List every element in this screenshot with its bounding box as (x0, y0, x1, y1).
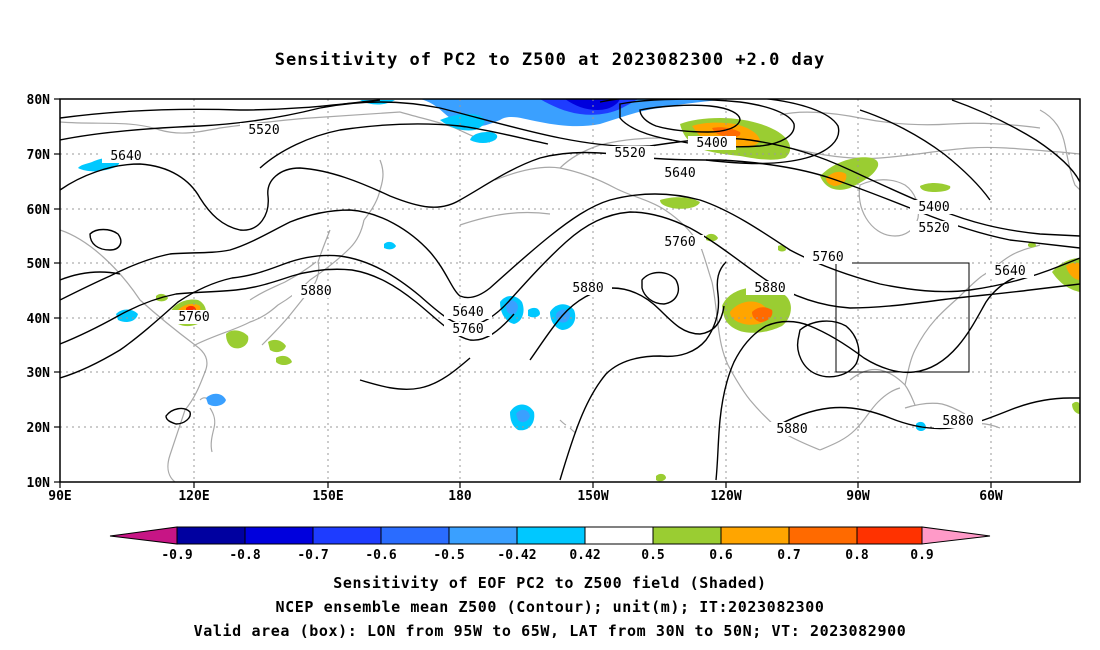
colorbar-tick: -0.7 (297, 548, 328, 563)
contour-label: 5640 (664, 166, 695, 181)
contour-label: 5760 (812, 250, 843, 265)
lat-label: 10N (27, 476, 51, 491)
contour-label: 5760 (178, 310, 209, 325)
valid-area-box (835, 262, 970, 373)
lat-label: 20N (27, 421, 51, 436)
colorbar-tick: -0.42 (497, 548, 536, 563)
colorbar-left-arrow (109, 526, 178, 545)
z500-contours (60, 99, 1080, 481)
lon-label: 120W (710, 489, 741, 504)
colorbar-tick: -0.5 (433, 548, 464, 563)
contour-label: 5520 (248, 123, 279, 138)
contour-label: 5880 (572, 281, 603, 296)
lon-label: 90E (48, 489, 71, 504)
colorbar-bin (652, 526, 722, 545)
coastlines (60, 109, 1080, 482)
lat-label: 30N (27, 366, 51, 381)
colorbar-bin (856, 526, 923, 545)
contour-label: 5880 (942, 414, 973, 429)
colorbar-tick: 0.7 (777, 548, 800, 563)
contour-label: 5760 (452, 322, 483, 337)
colorbar-right-arrow (921, 526, 991, 545)
lat-label: 60N (27, 203, 51, 218)
contour-label: 5760 (664, 235, 695, 250)
caption-line-3: Valid area (box): LON from 95W to 65W, L… (193, 622, 907, 640)
contour-label: 5640 (994, 264, 1025, 279)
caption-line-1: Sensitivity of EOF PC2 to Z500 field (Sh… (333, 574, 767, 592)
lat-label: 80N (27, 93, 51, 108)
lon-label: 60W (979, 489, 1003, 504)
contour-label: 5880 (754, 281, 785, 296)
contour-label: 5880 (776, 422, 807, 437)
colorbar-bin (788, 526, 858, 545)
colorbar-bin (380, 526, 450, 545)
colorbar-bin (516, 526, 586, 545)
colorbar-bin (312, 526, 382, 545)
contour-label: 5640 (452, 305, 483, 320)
plot-title: Sensitivity of PC2 to Z500 at 2023082300… (274, 50, 826, 70)
colorbar-labels: -0.9 -0.8 -0.7 -0.6 -0.5 -0.42 0.42 0.5 … (161, 548, 933, 563)
colorbar-tick: 0.8 (845, 548, 869, 563)
contour-label: 5400 (918, 200, 949, 215)
colorbar-tick: 0.6 (709, 548, 733, 563)
lat-label: 40N (27, 312, 51, 327)
colorbar-tick: 0.5 (641, 548, 664, 563)
colorbar-bin (584, 526, 654, 545)
lat-label: 50N (27, 257, 51, 272)
contour-label: 5520 (614, 146, 645, 161)
lon-label: 150W (577, 489, 608, 504)
colorbar-tick: 0.9 (910, 548, 933, 563)
colorbar-tick: -0.8 (229, 548, 260, 563)
colorbar-tick: 0.42 (569, 548, 600, 563)
lon-label: 120E (178, 489, 209, 504)
longitude-labels: 90E 120E 150E 180 150W 120W 90W 60W (48, 489, 1003, 504)
contour-label: 5520 (918, 221, 949, 236)
colorbar-bin (244, 526, 314, 545)
colorbar-tick: -0.9 (161, 548, 192, 563)
lon-label: 150E (312, 489, 343, 504)
lon-label: 180 (448, 489, 472, 504)
contour-label: 5400 (696, 136, 727, 151)
colorbar-bin (720, 526, 790, 545)
axis-ticks (54, 98, 992, 488)
colorbar-bin (176, 526, 246, 545)
contour-label: 5640 (110, 149, 141, 164)
colorbar-bin (448, 526, 518, 545)
plot-frame (59, 98, 1081, 483)
lat-label: 70N (27, 148, 51, 163)
contour-label: 5880 (300, 284, 331, 299)
caption-line-2: NCEP ensemble mean Z500 (Contour); unit(… (275, 598, 825, 616)
colorbar-tick: -0.6 (365, 548, 396, 563)
lon-label: 90W (846, 489, 870, 504)
contour-labels: 5520 5640 5520 5400 5640 5400 5520 5760 … (102, 123, 1034, 437)
latitude-labels: 80N 70N 60N 50N 40N 30N 20N 10N (27, 93, 51, 491)
graticule (60, 99, 1080, 482)
colorbar (109, 526, 991, 545)
